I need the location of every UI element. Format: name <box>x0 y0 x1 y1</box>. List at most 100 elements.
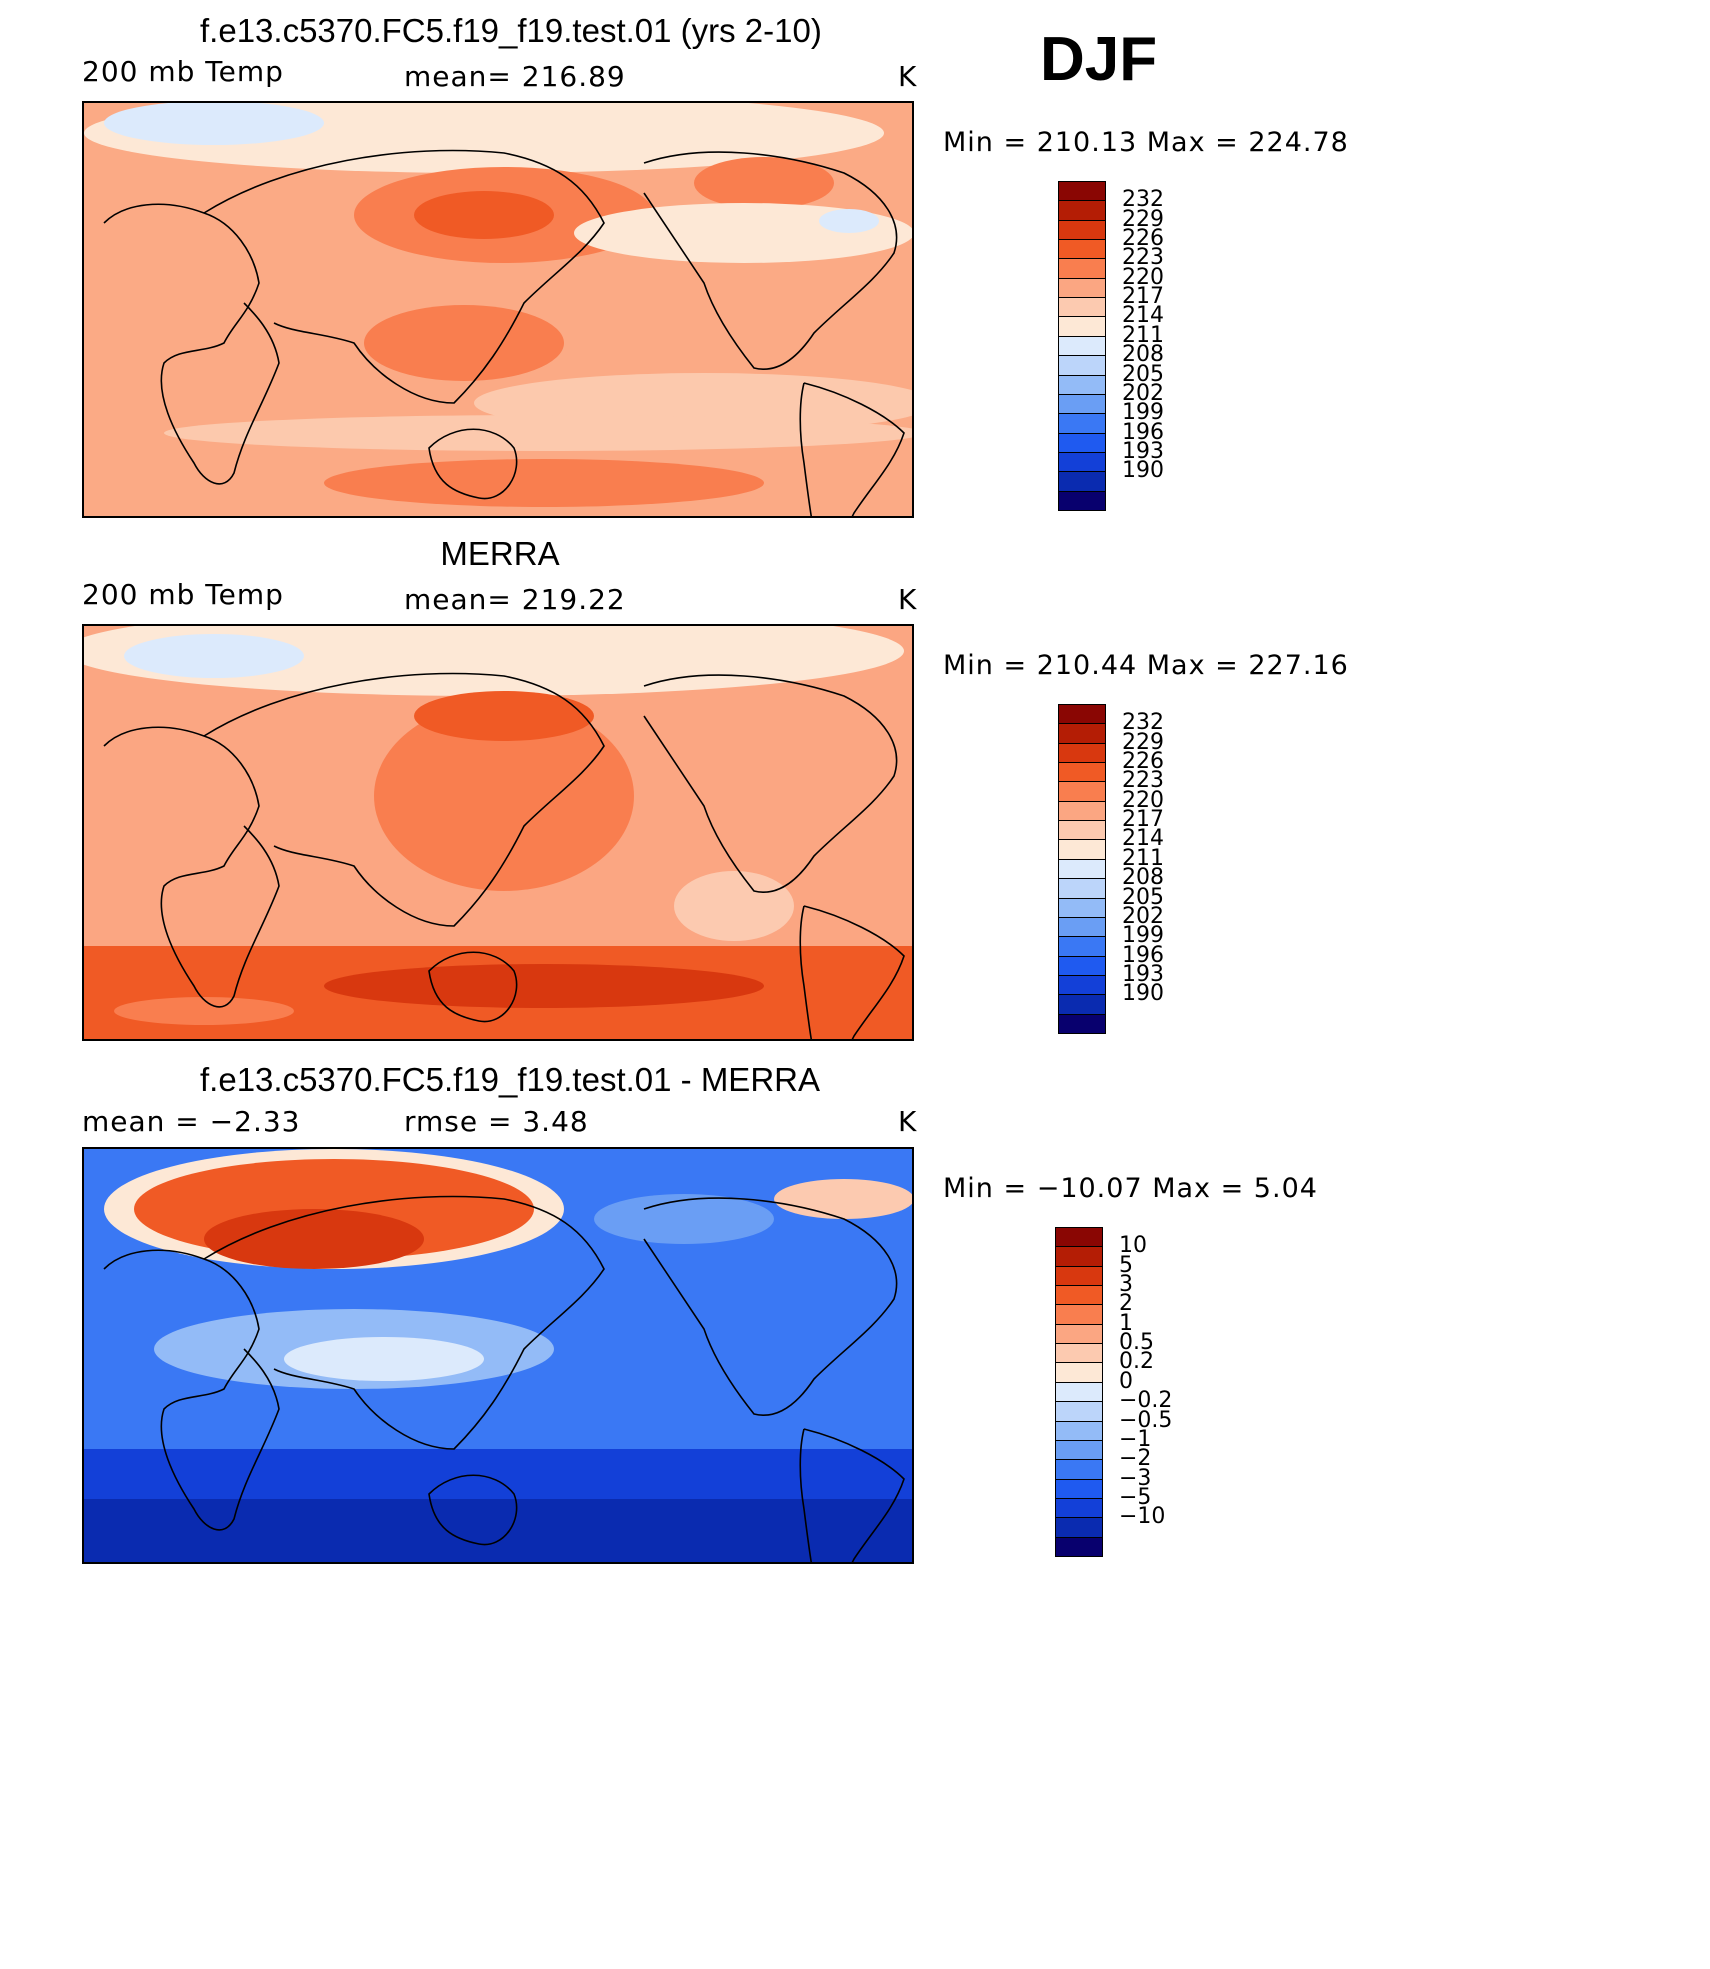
panel-2-units: K <box>898 583 918 616</box>
panel-3-units: K <box>898 1105 918 1138</box>
colorbar-swatch <box>1058 994 1106 1015</box>
colorbar-swatch <box>1055 1362 1103 1383</box>
colorbar-tick-label: 217 <box>1122 284 1164 310</box>
field-contour <box>694 157 834 209</box>
colorbar-tick-label: 226 <box>1122 749 1164 775</box>
colorbar-swatch <box>1058 277 1106 299</box>
colorbar-tick-label: 226 <box>1122 226 1164 252</box>
colorbar-swatch <box>1055 1381 1103 1403</box>
colorbar-swatch <box>1058 858 1106 880</box>
colorbar-swatch <box>1058 781 1106 802</box>
panel-1-minmax: Min = 210.13 Max = 224.78 <box>943 127 1349 158</box>
colorbar-swatch <box>1058 374 1106 395</box>
colorbar-swatch <box>1058 335 1106 357</box>
colorbar-swatch <box>1055 1343 1103 1364</box>
coastline <box>643 1197 898 1416</box>
colorbar-tick-label: 232 <box>1122 187 1164 213</box>
colorbar-swatch <box>1058 742 1106 764</box>
colorbar-swatch <box>1058 432 1106 453</box>
colorbar-tick-label: −2 <box>1119 1446 1152 1472</box>
panel-2-map <box>82 624 914 1041</box>
colorbar-tick-label: 199 <box>1122 923 1164 949</box>
panel-2-variable-label: 200 mb Temp <box>82 578 284 611</box>
colorbar-swatch <box>1058 974 1106 996</box>
field-contour <box>364 305 564 381</box>
colorbar-swatch <box>1055 1517 1103 1538</box>
field-contour <box>594 1194 774 1244</box>
coastline <box>203 1195 605 1450</box>
colorbar-swatch <box>1058 955 1106 976</box>
colorbar-tick-label: 202 <box>1122 903 1164 929</box>
colorbar-swatch <box>1055 1246 1103 1267</box>
panel-2-title: MERRA <box>440 535 560 572</box>
coastline <box>643 674 898 893</box>
panel-3-minmax: Min = −10.07 Max = 5.04 <box>943 1173 1318 1204</box>
panel-2-mean-label: mean= 219.22 <box>404 583 626 616</box>
panel-2-colorbar: 232 229 226 223 220 217 214 211 208 205 202 199 196 1… <box>1058 704 1164 1034</box>
colorbar-swatch <box>1058 297 1106 318</box>
coastline <box>799 1428 905 1562</box>
field-contour <box>674 871 794 941</box>
colorbar-tick-label: 0.2 <box>1119 1349 1154 1375</box>
colorbar-swatch <box>1058 451 1106 473</box>
field-contour <box>284 1337 484 1381</box>
colorbar-swatch <box>1055 1304 1103 1325</box>
colorbar-swatch <box>1058 393 1106 415</box>
colorbar-tick-label: 3 <box>1119 1272 1133 1298</box>
coastlines <box>103 149 905 516</box>
colorbar-tick-label: 193 <box>1122 961 1164 987</box>
panel-2-minmax: Min = 210.44 Max = 227.16 <box>943 650 1349 681</box>
coastline <box>799 382 905 516</box>
colorbar-tick-label: 0 <box>1119 1368 1133 1394</box>
colorbar-swatch <box>1058 839 1106 860</box>
colorbar-swatch <box>1055 1265 1103 1287</box>
colorbar-swatch <box>1055 1323 1103 1345</box>
colorbar-tick-label: 220 <box>1122 264 1164 290</box>
colorbar-tick-label: 190 <box>1122 981 1164 1007</box>
colorbar-tick-label: −5 <box>1119 1484 1152 1510</box>
field-contour <box>84 1499 912 1562</box>
colorbar-tick-label: 196 <box>1122 942 1164 968</box>
field-contour <box>104 103 324 145</box>
colorbar-tick-label: 214 <box>1122 303 1164 329</box>
panel-1-title: f.e13.c5370.FC5.f19_f19.test.01 (yrs 2-1… <box>200 12 822 49</box>
colorbar-tick-label: 205 <box>1122 884 1164 910</box>
colorbar-swatch <box>1058 258 1106 279</box>
colorbar-tick-label: −0.5 <box>1119 1407 1173 1433</box>
colorbar-tick-label: 2 <box>1119 1291 1133 1317</box>
coastline <box>428 1474 518 1546</box>
colorbar-tick-label: 217 <box>1122 807 1164 833</box>
colorbar-swatch <box>1055 1227 1103 1248</box>
field-contour <box>114 997 294 1025</box>
colorbar-swatch <box>1058 916 1106 938</box>
colorbar-tick-label: 223 <box>1122 245 1164 271</box>
colorbar-tick-label: 199 <box>1122 400 1164 426</box>
field-contour <box>414 191 554 239</box>
colorbar-tick-label: 211 <box>1122 845 1164 871</box>
coastline <box>203 149 605 404</box>
colorbar-tick-label: 214 <box>1122 826 1164 852</box>
coastline <box>428 951 518 1023</box>
field-contour <box>124 634 304 678</box>
coastlines <box>103 1195 905 1562</box>
colorbar-tick-label: 190 <box>1122 458 1164 484</box>
panel-1-mean-label: mean= 216.89 <box>404 60 626 93</box>
colorbar-swatch <box>1058 878 1106 899</box>
colorbar-tick-label: −1 <box>1119 1426 1152 1452</box>
colorbar-swatch <box>1058 181 1106 202</box>
colorbar-swatch <box>1058 723 1106 744</box>
colorbar-tick-label: 232 <box>1122 710 1164 736</box>
colorbar-swatch <box>1055 1401 1103 1422</box>
field-contour <box>324 964 764 1008</box>
colorbar-swatch <box>1055 1478 1103 1499</box>
colorbar-tick-label: −10 <box>1119 1504 1166 1530</box>
coastline <box>103 203 280 485</box>
panel-3-title: f.e13.c5370.FC5.f19_f19.test.01 - MERRA <box>200 1061 820 1098</box>
colorbar-tick-label: 208 <box>1122 865 1164 891</box>
panel-3-rmse-label: rmse = 3.48 <box>404 1105 589 1138</box>
colorbar-swatch <box>1055 1536 1103 1557</box>
colorbar-swatch <box>1058 820 1106 841</box>
colorbar-tick-label: 0.5 <box>1119 1330 1154 1356</box>
colorbar-swatch <box>1058 413 1106 434</box>
field-contour <box>819 209 879 233</box>
